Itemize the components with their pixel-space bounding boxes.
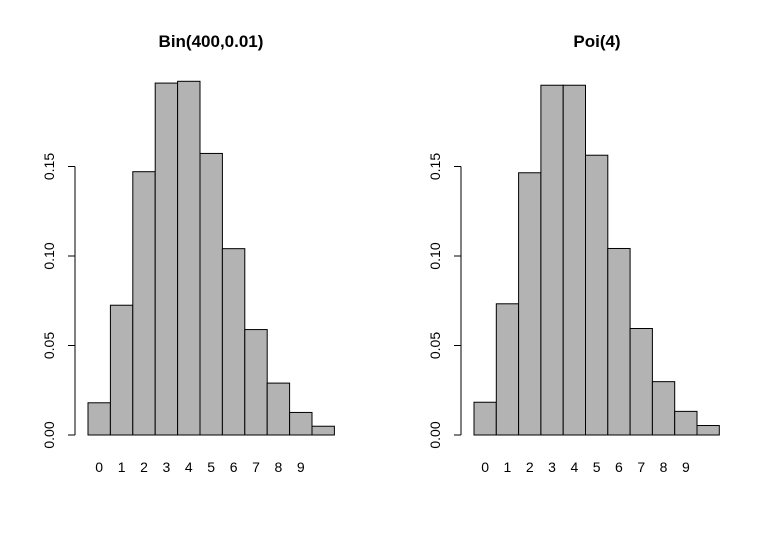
y-tick-label: 0.10 xyxy=(41,242,57,269)
bar-3 xyxy=(154,82,179,436)
x-tick-label: 9 xyxy=(682,459,690,475)
bar-2 xyxy=(518,172,542,436)
bar-4 xyxy=(177,80,201,436)
y-tick-label: 0.05 xyxy=(427,332,443,359)
x-tick-label: 6 xyxy=(615,459,623,475)
poisson-panel: Poi(4) 0 1 2 3 4 5 6 7 8 9 0.00 0.05 0.10 0.15 xyxy=(427,32,720,475)
x-tick-label: 2 xyxy=(140,459,148,475)
bar-2 xyxy=(132,171,156,436)
bar-7 xyxy=(629,327,653,436)
x-tick-label: 8 xyxy=(660,459,668,475)
bar-6 xyxy=(221,248,246,436)
bar-4 xyxy=(562,84,587,436)
bar-0 xyxy=(87,402,111,436)
bar-8 xyxy=(651,381,676,436)
bar-6 xyxy=(607,247,631,436)
x-tick-label: 3 xyxy=(163,459,171,475)
x-tick-label: 3 xyxy=(548,459,556,475)
x-tick-label: 5 xyxy=(207,459,215,475)
y-tick-label: 0.05 xyxy=(41,332,57,359)
bar-7 xyxy=(244,329,268,436)
bar-1 xyxy=(109,304,134,436)
x-tick-label: 7 xyxy=(252,459,260,475)
bar-0 xyxy=(473,401,497,436)
bar-9 xyxy=(674,410,698,436)
bar-5 xyxy=(199,152,223,436)
x-tick-label: 0 xyxy=(481,459,489,475)
x-tick-label: 4 xyxy=(185,459,193,475)
bar-10 xyxy=(311,425,335,436)
y-tick-label: 0.00 xyxy=(427,421,443,448)
chart-title: Bin(400,0.01) xyxy=(159,32,264,51)
x-tick-label: 1 xyxy=(504,459,512,475)
x-tick-label: 8 xyxy=(275,459,283,475)
chart-title: Poi(4) xyxy=(573,32,620,51)
y-tick-label: 0.15 xyxy=(427,153,443,180)
x-tick-label: 9 xyxy=(297,459,305,475)
bar-9 xyxy=(289,411,313,436)
x-tick-label: 4 xyxy=(570,459,578,475)
bar-10 xyxy=(696,425,720,436)
binomial-panel: Bin(400,0.01) 0 1 2 3 4 5 6 7 8 9 0.00 0.05 0.10 0.15 xyxy=(41,32,335,475)
bar-8 xyxy=(266,382,291,436)
x-tick-label: 0 xyxy=(95,459,103,475)
y-tick-label: 0.00 xyxy=(41,421,57,448)
bar-5 xyxy=(585,154,609,436)
x-tick-label: 7 xyxy=(637,459,645,475)
y-tick-label: 0.15 xyxy=(41,153,57,180)
bar-3 xyxy=(540,84,564,436)
x-tick-label: 2 xyxy=(526,459,534,475)
x-tick-label: 1 xyxy=(118,459,126,475)
bar-1 xyxy=(495,303,520,436)
y-tick-label: 0.10 xyxy=(427,242,443,269)
x-tick-label: 6 xyxy=(230,459,238,475)
x-tick-label: 5 xyxy=(593,459,601,475)
